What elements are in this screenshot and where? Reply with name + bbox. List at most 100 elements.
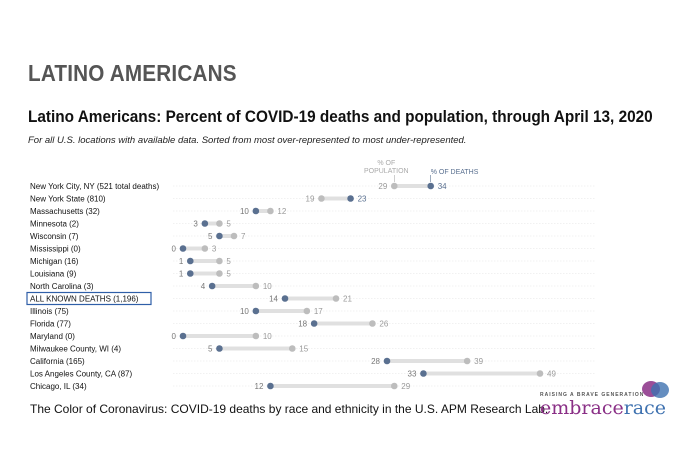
legend-population-line1: % OF bbox=[377, 160, 395, 167]
deaths-label: 0 bbox=[172, 245, 177, 254]
population-dot bbox=[463, 357, 471, 365]
population-dot bbox=[216, 220, 223, 227]
deaths-dot bbox=[267, 382, 274, 390]
highlight-box bbox=[26, 291, 152, 306]
population-dot bbox=[369, 320, 376, 327]
deaths-label: 4 bbox=[201, 282, 206, 291]
category-label: Illinois (75) bbox=[30, 307, 69, 316]
population-label: 7 bbox=[241, 232, 246, 241]
deaths-label: 1 bbox=[179, 257, 184, 266]
deaths-label: 18 bbox=[298, 320, 307, 329]
slide-title: LATINO AMERICANS bbox=[28, 60, 237, 86]
deaths-dot bbox=[252, 307, 260, 315]
deaths-label: 28 bbox=[371, 357, 380, 366]
population-dot bbox=[536, 370, 544, 377]
deaths-dot bbox=[310, 320, 318, 327]
population-dot bbox=[390, 382, 398, 390]
population-label: 10 bbox=[263, 282, 272, 291]
deaths-label: 1 bbox=[179, 270, 184, 279]
deaths-label: 0 bbox=[172, 332, 177, 341]
population-label: 21 bbox=[343, 295, 352, 304]
population-dot bbox=[318, 195, 325, 202]
deaths-dot bbox=[420, 370, 427, 377]
population-dot bbox=[332, 295, 340, 302]
population-dot bbox=[230, 232, 238, 240]
category-label: Chicago, IL (34) bbox=[30, 382, 87, 391]
category-label: Minnesota (2) bbox=[30, 220, 79, 229]
population-label: 12 bbox=[277, 207, 286, 216]
deaths-label: 10 bbox=[240, 307, 249, 316]
deaths-dot bbox=[208, 282, 216, 290]
population-dot bbox=[201, 245, 209, 252]
deaths-label: 5 bbox=[208, 232, 213, 241]
category-label: Mississippi (0) bbox=[30, 245, 81, 254]
deaths-dot bbox=[179, 245, 187, 252]
population-label: 49 bbox=[547, 370, 556, 379]
population-dot bbox=[267, 207, 274, 215]
deaths-dot bbox=[347, 195, 354, 202]
source-caption: The Color of Coronavirus: COVID-19 death… bbox=[30, 402, 549, 416]
category-label: New York City, NY (521 total deaths) bbox=[30, 182, 159, 191]
deaths-label: 12 bbox=[255, 382, 264, 391]
population-label: 17 bbox=[314, 307, 323, 316]
logo-tagline: RAISING A BRAVE GENERATION bbox=[540, 392, 645, 398]
population-label: 19 bbox=[306, 195, 315, 204]
deaths-dot bbox=[216, 345, 223, 352]
logo-wordmark: embracerace bbox=[540, 397, 667, 419]
category-label: California (165) bbox=[30, 357, 85, 366]
category-label: Massachusetts (32) bbox=[30, 207, 100, 216]
population-label: 15 bbox=[299, 345, 308, 354]
population-dot bbox=[390, 182, 398, 190]
population-dot bbox=[252, 282, 260, 290]
population-dot bbox=[252, 332, 260, 340]
population-label: 5 bbox=[226, 270, 231, 279]
deaths-dot bbox=[186, 257, 194, 265]
category-label: New York State (810) bbox=[30, 195, 106, 204]
logo-word-embrace: embrace bbox=[540, 397, 624, 419]
category-label: Maryland (0) bbox=[30, 332, 75, 341]
population-label: 26 bbox=[379, 320, 388, 329]
population-label: 29 bbox=[401, 382, 410, 391]
population-dot bbox=[216, 257, 223, 265]
category-label: North Carolina (3) bbox=[30, 282, 94, 291]
population-label: 5 bbox=[226, 257, 231, 266]
deaths-dot bbox=[383, 357, 391, 365]
category-label: Florida (77) bbox=[30, 320, 71, 329]
deaths-dot bbox=[427, 182, 435, 190]
deaths-label: 33 bbox=[408, 370, 417, 379]
category-label: Los Angeles County, CA (87) bbox=[30, 370, 132, 379]
chart-subtitle: For all U.S. locations with available da… bbox=[28, 135, 467, 146]
deaths-dot bbox=[186, 270, 194, 277]
population-label: 10 bbox=[263, 332, 272, 341]
deaths-label: 14 bbox=[269, 295, 278, 304]
logo-word-race: race bbox=[623, 397, 667, 419]
legend-population-line2: POPULATION bbox=[364, 168, 409, 175]
population-dot bbox=[303, 307, 311, 315]
speech-bubbles-icon bbox=[642, 381, 669, 398]
chart-title: Latino Americans: Percent of COVID-19 de… bbox=[28, 108, 653, 126]
population-label: 29 bbox=[378, 182, 387, 191]
category-label: Michigan (16) bbox=[30, 257, 79, 266]
population-label: 39 bbox=[474, 357, 483, 366]
deaths-dot bbox=[216, 232, 223, 240]
population-dot bbox=[288, 345, 296, 352]
population-dot bbox=[216, 270, 223, 277]
deaths-label: 23 bbox=[358, 195, 367, 204]
category-label: Wisconsin (7) bbox=[30, 232, 79, 241]
population-label: 3 bbox=[212, 245, 217, 254]
category-label: Louisiana (9) bbox=[30, 270, 77, 279]
deaths-label: 3 bbox=[193, 220, 198, 229]
category-label: ALL KNOWN DEATHS (1,196) bbox=[30, 295, 139, 304]
deaths-label: 34 bbox=[438, 182, 447, 191]
legend-deaths: % OF DEATHS bbox=[431, 169, 479, 176]
deaths-dot bbox=[252, 207, 260, 215]
deaths-dot bbox=[179, 332, 187, 340]
deaths-dot bbox=[201, 220, 209, 227]
category-label: Milwaukee County, WI (4) bbox=[30, 345, 121, 354]
deaths-dot bbox=[281, 295, 289, 302]
population-label: 5 bbox=[226, 220, 231, 229]
deaths-label: 5 bbox=[208, 345, 213, 354]
deaths-label: 10 bbox=[240, 207, 249, 216]
